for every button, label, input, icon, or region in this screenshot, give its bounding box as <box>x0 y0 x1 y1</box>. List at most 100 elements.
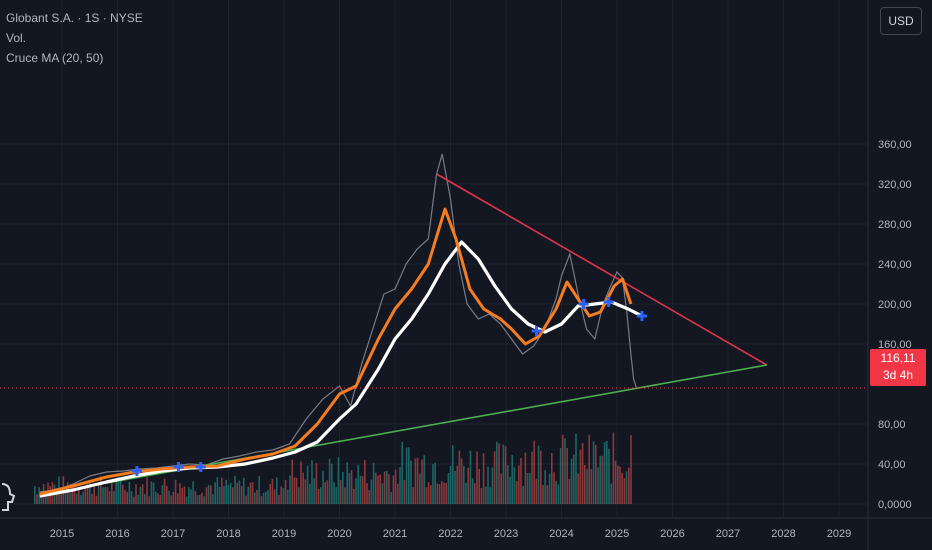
symbol-title[interactable]: Globant S.A. · 1S · NYSE <box>6 11 143 25</box>
volume-bar <box>287 489 289 504</box>
volume-bar <box>590 468 593 504</box>
volume-bar <box>62 476 65 504</box>
tradingview-logo-icon[interactable] <box>0 480 18 514</box>
volume-bar <box>546 485 549 504</box>
volume-bar <box>445 483 447 504</box>
volume-bar <box>540 450 542 504</box>
volume-bar <box>40 495 43 504</box>
volume-bar <box>34 486 36 504</box>
volume-bar <box>324 482 326 504</box>
volume-bar <box>408 447 410 504</box>
volume-bar <box>524 452 527 504</box>
volume-bar <box>595 444 597 504</box>
volume-bar <box>474 483 476 504</box>
x-tick-label: 2024 <box>549 528 573 540</box>
volume-bar <box>212 494 214 504</box>
volume-indicator-label[interactable]: Vol. <box>6 31 27 45</box>
volume-bar <box>566 447 568 504</box>
last-price-label: 116,11 3d 4h <box>870 349 926 386</box>
volume-bar <box>181 488 183 504</box>
volume-bar <box>115 478 117 504</box>
volume-bar <box>232 487 234 504</box>
volume-bar <box>493 451 496 504</box>
volume-bar <box>357 464 359 504</box>
bar-countdown: 3d 4h <box>882 368 914 382</box>
volume-bar <box>150 481 153 504</box>
volume-bar <box>498 443 500 504</box>
volume-bar <box>608 448 610 504</box>
volume-bar <box>238 480 241 504</box>
volume-bar <box>564 438 566 504</box>
volume-bar <box>544 470 546 504</box>
volume-bar <box>570 458 573 504</box>
ma-cross-marker <box>636 311 647 321</box>
volume-bar <box>78 489 80 504</box>
volume-bar <box>386 470 388 504</box>
volume-bar <box>401 441 403 504</box>
volume-bar <box>284 480 287 504</box>
volume-bar <box>177 493 179 504</box>
volume-bar <box>280 486 282 504</box>
volume-bar <box>606 440 608 504</box>
volume-bar <box>467 467 469 504</box>
x-tick-label: 2016 <box>105 528 129 540</box>
volume-bar <box>166 486 168 504</box>
volume-bar <box>482 453 485 504</box>
volume-bar <box>487 466 489 504</box>
volume-bar <box>346 462 348 504</box>
y-tick-label: 320,00 <box>878 179 912 191</box>
volume-bar <box>93 487 95 504</box>
y-tick-label: 280,00 <box>878 219 912 231</box>
volume-bar <box>531 451 533 504</box>
volume-bar <box>381 483 384 504</box>
volume-bar <box>478 468 480 504</box>
x-tick-label: 2025 <box>605 528 629 540</box>
volume-bar <box>630 435 632 504</box>
volume-bar <box>170 495 172 504</box>
volume-bar <box>454 470 456 504</box>
volume-bar <box>122 484 124 504</box>
volume-bar <box>522 485 524 504</box>
volume-bar <box>392 475 395 504</box>
volume-bar <box>273 489 276 504</box>
volume-bar <box>625 471 628 504</box>
volume-bar <box>419 473 421 504</box>
volume-bar <box>533 440 535 504</box>
volume-bar <box>502 444 505 504</box>
volume-bar <box>427 482 430 504</box>
volume-bar <box>262 492 265 504</box>
volume-bar <box>348 473 351 504</box>
volume-bar <box>432 464 434 504</box>
volume-bar <box>526 473 529 504</box>
x-tick-label: 2020 <box>327 528 351 540</box>
volume-bar <box>370 479 373 504</box>
x-tick-label: 2017 <box>161 528 185 540</box>
volume-bar <box>388 474 390 504</box>
volume-bar <box>267 490 269 504</box>
volume-bar <box>190 489 192 504</box>
volume-bar <box>100 476 102 504</box>
volume-bar <box>124 489 126 504</box>
ma-cross-indicator-label[interactable]: Cruce MA (20, 50) <box>6 51 104 65</box>
volume-bar <box>146 477 148 504</box>
volume-bar <box>256 489 258 504</box>
volume-bar <box>309 483 311 504</box>
volume-bar <box>619 466 621 504</box>
volume-bar <box>201 492 203 504</box>
volume-bar <box>548 473 551 504</box>
volume-bar <box>375 472 377 504</box>
volume-bar <box>225 479 227 504</box>
volume-bar <box>113 490 115 504</box>
volume-bar <box>579 449 582 504</box>
currency-button[interactable]: USD <box>880 7 922 35</box>
ma-cross-marker <box>195 462 206 472</box>
volume-bar <box>592 441 595 504</box>
volume-bar <box>271 478 274 504</box>
volume-bar <box>562 434 564 504</box>
volume-bar <box>258 476 260 504</box>
volume-bar <box>463 465 465 504</box>
volume-bar <box>509 476 511 504</box>
volume-bar <box>269 483 271 504</box>
volume-bar <box>614 460 617 504</box>
